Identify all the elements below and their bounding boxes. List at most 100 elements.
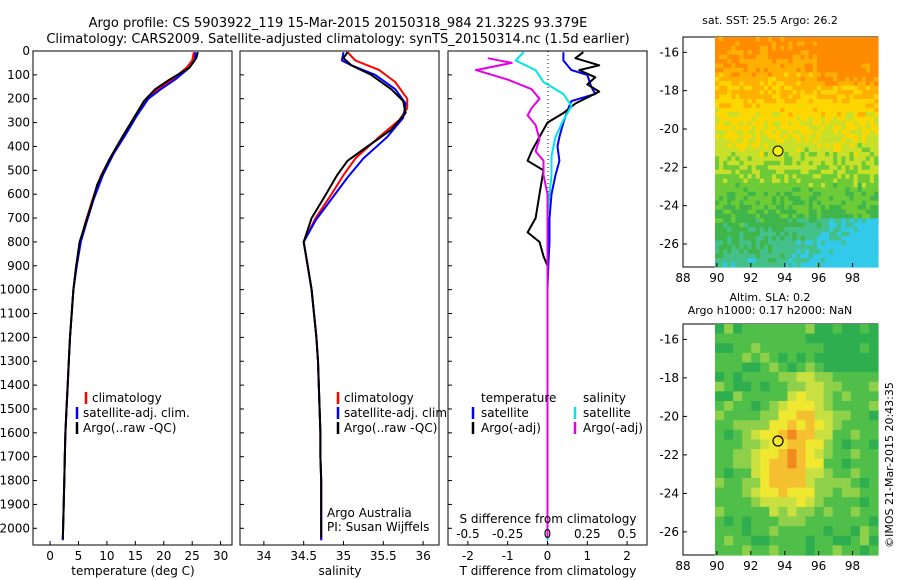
map-cell	[820, 218, 826, 224]
map-cell	[739, 41, 745, 47]
map-cell	[861, 72, 867, 78]
map-cell	[763, 205, 769, 211]
map-cell	[751, 50, 757, 56]
map-cell	[833, 41, 838, 47]
map-cell	[814, 420, 825, 431]
map-cell	[792, 174, 798, 180]
map-cell	[723, 112, 728, 118]
map-cell	[719, 160, 724, 166]
map-cell	[869, 67, 875, 73]
map-cell	[743, 125, 749, 131]
map-cell	[841, 81, 846, 87]
map-cell	[796, 200, 802, 206]
map-cell	[853, 200, 859, 206]
map-cell	[776, 129, 781, 135]
map-cell	[763, 54, 769, 60]
map-cell	[837, 125, 842, 131]
map-cell	[784, 200, 789, 206]
map-cell	[731, 253, 736, 259]
map-cell	[820, 244, 826, 250]
map-cell	[845, 156, 851, 162]
map-cell	[751, 178, 757, 184]
map-cell	[727, 258, 732, 264]
map-cell	[778, 535, 789, 546]
map-cell	[837, 116, 842, 122]
map-cell	[808, 116, 814, 122]
map-cell	[755, 187, 761, 193]
map-cell	[733, 468, 743, 479]
map-cell	[808, 45, 814, 51]
map-cell	[812, 178, 818, 184]
map-cell	[805, 352, 816, 364]
map-cell	[719, 200, 724, 206]
map-cell	[808, 125, 814, 131]
map-cell	[788, 222, 794, 228]
map-cell	[776, 59, 781, 65]
map-cell	[727, 152, 732, 158]
map-cell	[865, 174, 871, 180]
map-cell	[823, 487, 834, 498]
map-cell	[857, 205, 863, 211]
map-cell	[769, 468, 779, 479]
map-cell	[849, 138, 855, 144]
map-cell	[850, 429, 861, 441]
map-cell	[841, 90, 846, 96]
map-cell	[743, 98, 749, 104]
map-cell	[769, 352, 779, 364]
map-cell	[784, 50, 789, 56]
map-cell	[833, 227, 838, 233]
map-cell	[772, 45, 777, 51]
map-cell	[739, 54, 745, 60]
map-cell	[850, 535, 861, 546]
x-tick-label: 0	[544, 549, 552, 563]
map-cell	[731, 63, 736, 69]
map-cell	[715, 249, 720, 255]
map-cell	[727, 178, 732, 184]
map-cell	[829, 54, 834, 60]
map-cell	[780, 209, 785, 215]
map-cell	[804, 107, 810, 113]
map-cell	[796, 468, 807, 479]
map-cell	[796, 50, 802, 56]
map-cell	[751, 391, 761, 402]
map-cell	[735, 205, 741, 211]
map-cell	[796, 497, 807, 508]
map-cell	[733, 478, 743, 489]
map-cell	[784, 182, 789, 188]
map-cell	[805, 401, 816, 412]
map-cell	[747, 85, 753, 91]
map-cell	[780, 134, 785, 140]
map-cell	[751, 129, 757, 135]
map-cell	[841, 107, 846, 113]
map-cell	[751, 182, 757, 188]
map-cell	[869, 112, 875, 118]
map-cell	[837, 81, 842, 87]
map-cell	[865, 222, 871, 228]
map-cell	[723, 222, 728, 228]
map-cell	[715, 37, 720, 43]
map-cell	[751, 174, 757, 180]
map-cell	[776, 54, 781, 60]
map-cell	[772, 174, 777, 180]
map-cell	[780, 231, 785, 237]
map-cell	[829, 59, 834, 65]
map-cell	[804, 227, 810, 233]
map-cell	[796, 420, 807, 431]
map-cell	[800, 249, 806, 255]
map-cell	[837, 134, 842, 140]
map-cell	[733, 362, 743, 373]
map-cell	[719, 85, 724, 91]
map-cell	[873, 67, 879, 73]
map-cell	[780, 94, 785, 100]
map-cell	[724, 478, 734, 489]
map-cell	[796, 231, 802, 237]
map-cell	[857, 116, 863, 122]
map-cell	[755, 98, 761, 104]
map-cell	[849, 262, 855, 268]
map-cell	[825, 54, 830, 60]
map-cell	[808, 178, 814, 184]
map-cell	[869, 258, 875, 264]
map-cell	[873, 191, 879, 197]
map-cell	[823, 372, 834, 383]
map-cell	[850, 372, 861, 383]
